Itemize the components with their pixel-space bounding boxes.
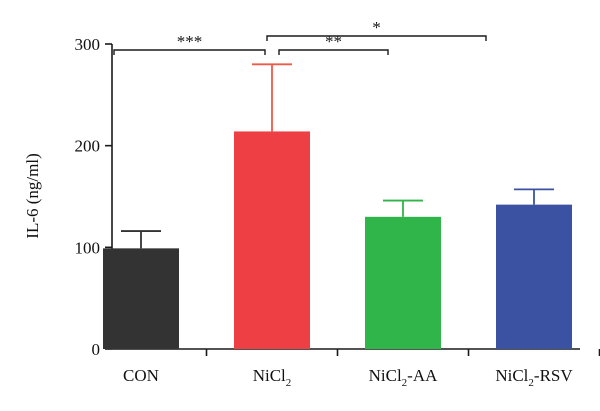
significance-label: **: [325, 32, 342, 51]
bar: [496, 204, 572, 349]
significance-bracket: [266, 35, 487, 41]
axes: 0 100 200 300: [75, 35, 600, 359]
significance-annotations: *** ***: [113, 18, 487, 55]
significance-label: *: [372, 18, 381, 37]
x-tick-label: NiCl2: [253, 366, 292, 389]
y-tick-label: 200: [75, 137, 101, 156]
y-axis-label: IL-6 (ng/ml): [23, 153, 42, 238]
y-tick-label: 100: [75, 238, 101, 257]
y-tick-label: 300: [75, 35, 101, 54]
bar: [234, 131, 310, 349]
bar: [103, 248, 179, 349]
y-tick-label: 0: [92, 340, 101, 359]
bar: [365, 216, 441, 349]
x-tick-label: NiCl2-AA: [369, 366, 439, 389]
x-tick-label: CON: [123, 366, 159, 385]
bars: CON NiCl2 NiCl2-AA NiCl2-RSV: [103, 63, 573, 389]
x-tick-label: NiCl2-RSV: [495, 366, 573, 389]
significance-bracket: [278, 49, 389, 55]
significance-label: ***: [177, 32, 203, 51]
significance-bracket: [113, 49, 266, 55]
